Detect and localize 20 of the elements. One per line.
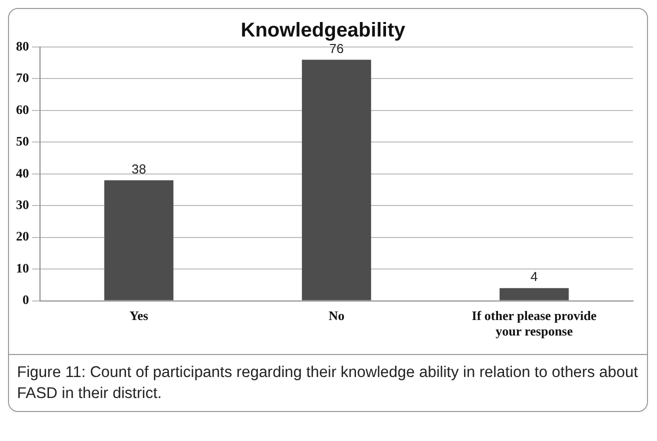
bar xyxy=(302,60,372,300)
x-tick-label: If other please provide your response xyxy=(472,308,597,339)
x-tick-label: Yes xyxy=(129,308,148,323)
chart-title: Knowledgeability xyxy=(240,20,406,42)
caption: Figure 11: Count of participants regarding their knowledge ability in relation to others about FASD in their district. xyxy=(16,363,639,404)
y-tick-label: 10 xyxy=(16,260,29,276)
y-tick-label: 40 xyxy=(16,165,29,180)
y-tick-label: 20 xyxy=(16,228,29,244)
bar xyxy=(104,180,174,300)
y-tick-label: 60 xyxy=(16,102,29,117)
y-tick-label: 80 xyxy=(16,38,29,54)
x-tick-label: No xyxy=(328,308,344,323)
data-label: 38 xyxy=(132,161,146,176)
y-tick-label: 70 xyxy=(16,70,29,86)
y-tick-label: 30 xyxy=(16,196,29,212)
data-label: 76 xyxy=(329,40,344,56)
y-tick-label: 50 xyxy=(16,134,29,149)
data-label: 4 xyxy=(530,269,538,284)
bar xyxy=(500,288,569,300)
y-tick-label: 0 xyxy=(22,292,29,308)
